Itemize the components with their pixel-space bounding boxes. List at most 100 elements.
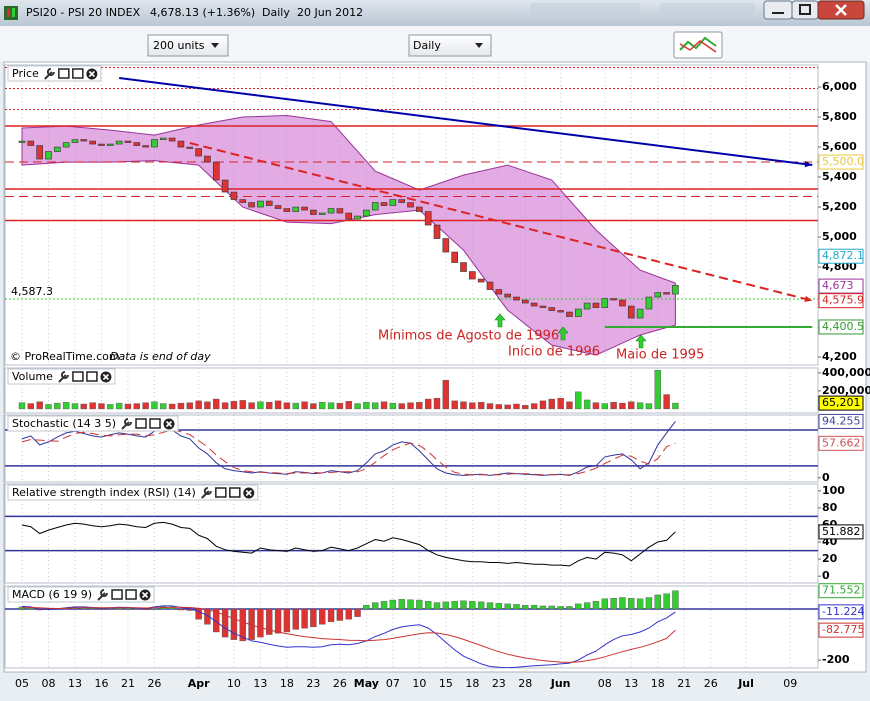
close-panel-cross	[88, 70, 95, 78]
volume-bar	[433, 397, 441, 410]
candle	[230, 191, 238, 200]
histogram-bar	[195, 608, 202, 620]
histogram-bar	[98, 608, 105, 610]
volume-bar	[230, 401, 238, 410]
volume-bar	[89, 402, 96, 410]
value-marker	[818, 524, 864, 540]
maximize-button[interactable]	[791, 0, 819, 20]
volume-bar	[469, 402, 476, 410]
candle	[318, 212, 326, 215]
trend-line	[119, 77, 813, 167]
units-dropdown[interactable]: 200 units	[147, 34, 229, 57]
series-line	[21, 606, 676, 663]
value-marker-label: 65,201	[822, 396, 861, 409]
volume-bar	[160, 403, 167, 410]
volume-bar	[407, 402, 414, 410]
window-buttons	[763, 0, 865, 20]
candle	[407, 202, 414, 208]
candle	[89, 140, 96, 145]
minimize-button[interactable]	[763, 0, 793, 20]
wrench-icon	[97, 589, 109, 601]
x-tick-label: 08	[41, 677, 55, 690]
wrench-icon	[121, 418, 133, 430]
credits: © ProRealTime.com	[10, 350, 120, 363]
panel-header-box	[7, 484, 259, 501]
candle	[336, 208, 344, 214]
x-tick-label: May	[354, 677, 379, 690]
histogram-bar	[266, 608, 273, 635]
candle	[566, 311, 573, 317]
candle	[107, 143, 114, 146]
window-icon	[215, 487, 227, 498]
volume-bar	[71, 403, 79, 410]
y-tick-label: 5,000	[822, 230, 857, 243]
histogram-bar	[663, 593, 670, 610]
histogram-bar	[645, 597, 653, 610]
value-marker-label: -82.775	[822, 623, 864, 636]
candle	[460, 262, 467, 272]
annotation: Maio de 1995	[616, 348, 704, 363]
candle	[168, 137, 176, 142]
value-marker	[818, 583, 864, 599]
candle	[62, 142, 70, 148]
y-tick-label: 20	[822, 552, 838, 565]
indicator-button[interactable]	[673, 31, 723, 59]
candle	[327, 208, 335, 214]
histogram-bar	[451, 601, 458, 610]
volume-bar	[151, 401, 158, 410]
volume-bar	[442, 379, 450, 410]
window-icon	[86, 371, 98, 382]
volume-bar	[654, 370, 661, 410]
candle	[221, 179, 229, 193]
candle	[389, 199, 397, 206]
candle	[371, 202, 379, 211]
candle	[416, 206, 423, 212]
dropdown-box[interactable]	[147, 34, 229, 57]
histogram-bar	[327, 608, 335, 622]
histogram-bar	[310, 608, 317, 628]
candle	[54, 146, 61, 152]
volume-bar	[301, 401, 308, 410]
candle	[301, 206, 308, 211]
candle	[212, 161, 220, 181]
volume-bar	[548, 398, 555, 410]
x-tick-label: 23	[306, 677, 320, 690]
window-icon	[125, 589, 137, 600]
y-tick-label: 5,200	[822, 200, 857, 213]
volume-bar	[389, 402, 397, 410]
series-line	[21, 429, 676, 476]
candle	[513, 296, 520, 301]
volume-bar	[345, 401, 352, 410]
annotation: Mínimos de Agosto de 1996	[378, 329, 559, 344]
interval-dropdown[interactable]: Daily	[408, 34, 492, 57]
candle	[292, 206, 300, 212]
window-period: Daily	[262, 6, 290, 19]
candle	[248, 202, 255, 208]
volume-bar	[36, 401, 43, 410]
volume-bar	[592, 402, 600, 410]
volume-bar	[460, 401, 467, 410]
histogram-bar	[548, 605, 555, 610]
volume-bar	[54, 402, 61, 410]
candle	[663, 292, 670, 295]
volume-bar	[477, 402, 485, 410]
histogram-bar	[283, 608, 291, 633]
candle	[610, 298, 617, 301]
histogram-bar	[539, 605, 547, 610]
histogram-bar	[566, 606, 573, 610]
value-marker-label: 57.662	[822, 436, 861, 449]
panel-header: Relative strength index (RSI) (14)	[7, 484, 259, 501]
window-icon	[135, 418, 147, 429]
volume-bar	[619, 402, 626, 410]
dropdown-box[interactable]	[408, 34, 492, 57]
panel-header: Volume	[7, 368, 116, 385]
indicator-icon	[679, 40, 717, 53]
candle	[592, 302, 600, 308]
close-panel-cross	[165, 420, 173, 428]
histogram-bar	[477, 601, 485, 610]
volume-bar	[186, 402, 193, 410]
candle	[265, 200, 273, 206]
candle	[451, 251, 458, 263]
histogram-bar	[504, 603, 511, 610]
